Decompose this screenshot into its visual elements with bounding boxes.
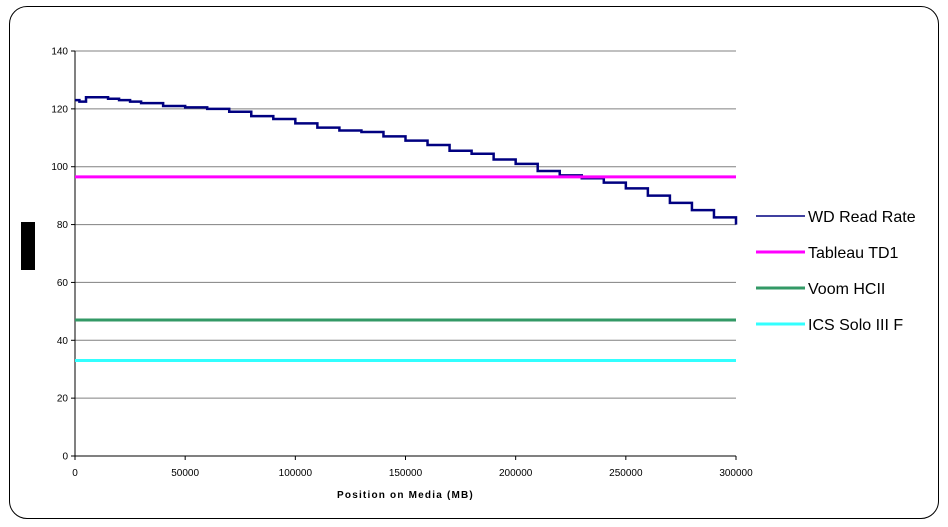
series-line-0 bbox=[75, 96, 738, 225]
y-tick-label-0: 0 bbox=[62, 452, 68, 463]
x-tick-label-2: 100000 bbox=[279, 468, 313, 479]
gridlines bbox=[75, 50, 736, 399]
x-tick-label-1: 50000 bbox=[171, 468, 199, 479]
legend-label-2: Voom HCII bbox=[808, 281, 885, 298]
y-tick-labels: 0 20 40 60 80 100 120 140 bbox=[51, 47, 68, 463]
x-tick-label-3: 150000 bbox=[389, 468, 423, 479]
x-tick-label-0: 0 bbox=[72, 468, 78, 479]
y-tick-label-5: 100 bbox=[51, 162, 68, 173]
legend: WD Read Rate Tableau TD1 Voom HCII ICS Solo… bbox=[756, 209, 916, 334]
x-tick-labels: 0 50000 100000 150000 200000 250000 300000 bbox=[72, 468, 753, 479]
y-axis-title-marker bbox=[21, 222, 35, 270]
y-tick-label-3: 60 bbox=[57, 278, 69, 289]
x-tick-label-4: 200000 bbox=[499, 468, 533, 479]
legend-label-1: Tableau TD1 bbox=[808, 245, 899, 262]
legend-label-3: ICS Solo III F bbox=[808, 317, 903, 334]
x-tick-label-5: 250000 bbox=[609, 468, 643, 479]
y-tick-label-4: 80 bbox=[57, 220, 69, 231]
x-tick-label-6: 300000 bbox=[719, 468, 753, 479]
axes bbox=[71, 50, 737, 460]
chart-frame bbox=[9, 6, 939, 519]
y-tick-label-7: 140 bbox=[51, 47, 68, 58]
y-tick-label-1: 20 bbox=[57, 394, 69, 405]
y-tick-label-2: 40 bbox=[57, 336, 69, 347]
x-axis-title: Position on Media (MB) bbox=[337, 490, 474, 501]
series-lines bbox=[75, 96, 738, 363]
legend-label-0: WD Read Rate bbox=[808, 209, 916, 226]
y-tick-label-6: 120 bbox=[51, 104, 68, 115]
